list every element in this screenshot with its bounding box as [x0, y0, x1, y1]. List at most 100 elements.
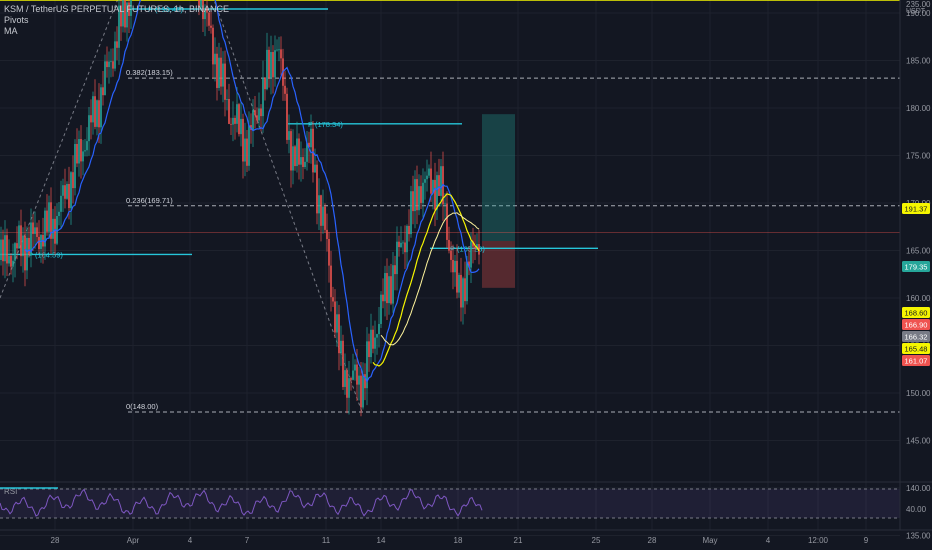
price-tag-label: 168.60 — [905, 309, 928, 318]
candle-body — [414, 179, 416, 212]
candle-body — [416, 179, 418, 211]
fibonacci-levels: 0.786(220.32)0.618(204.86)0.5(194.01)0.3… — [0, 0, 900, 413]
candle-body — [6, 235, 8, 264]
candle-body — [8, 255, 10, 264]
candle-body — [412, 191, 414, 212]
candle-body — [46, 210, 48, 232]
candle-body — [370, 329, 372, 358]
candle-body — [324, 206, 326, 230]
candle-body — [360, 375, 362, 408]
candle-body — [120, 5, 122, 27]
candle-body — [260, 108, 262, 117]
candle-body — [436, 175, 438, 210]
candle-body — [460, 274, 462, 308]
candle-body — [312, 128, 314, 173]
symbol-title[interactable]: KSM / TetherUS PERPETUAL FUTURES, 1h, BI… — [4, 4, 230, 14]
candle-body — [386, 273, 388, 304]
time-tick-label: 28 — [51, 536, 60, 545]
candle-body — [336, 314, 338, 333]
rsi-pane: RSI 40.00 — [0, 481, 932, 519]
candle-body — [96, 100, 98, 127]
candle-body — [390, 276, 392, 304]
price-tick-label: 135.00 — [906, 532, 931, 541]
chart-legend: KSM / TetherUS PERPETUAL FUTURES, 1h, BI… — [4, 4, 229, 37]
candle-body — [398, 241, 400, 248]
pivot-label: P (178.34) — [308, 120, 343, 129]
ma-indicator-label[interactable]: MA — [4, 26, 18, 36]
candle-body — [54, 218, 56, 244]
candle-body — [78, 139, 80, 164]
candle-body — [128, 2, 130, 16]
candle-body — [124, 0, 126, 28]
candle-body — [342, 340, 344, 387]
candle-body — [32, 222, 34, 234]
candle-body — [244, 138, 246, 162]
candle-body — [286, 93, 288, 140]
price-tag-label: 179.35 — [905, 263, 928, 272]
time-tick-label: 7 — [245, 536, 250, 545]
candle-body — [60, 195, 62, 212]
candle-body — [224, 63, 226, 100]
candle-body — [384, 273, 386, 302]
candle-body — [262, 77, 264, 117]
candle-body — [56, 216, 58, 244]
candle-body — [426, 175, 428, 180]
candle-body — [346, 370, 348, 398]
pivot-label: P (165.23) — [450, 244, 485, 253]
candle-body — [356, 364, 358, 385]
chart-grid — [0, 0, 900, 536]
candle-body — [20, 225, 22, 257]
candle-body — [450, 250, 452, 260]
time-tick-label: 25 — [592, 536, 601, 545]
price-tag: 191.37 — [902, 203, 930, 214]
candle-body — [432, 179, 434, 194]
candle-body — [424, 179, 426, 183]
candle-body — [88, 115, 90, 142]
candle-body — [358, 375, 360, 385]
time-tick-label: 14 — [377, 536, 386, 545]
candle-body — [322, 206, 324, 226]
candle-body — [314, 164, 316, 173]
candle-body — [24, 235, 26, 271]
candle-body — [444, 203, 446, 205]
candle-body — [100, 87, 102, 128]
price-tag-label: 166.90 — [905, 321, 928, 330]
candle-body — [446, 203, 448, 240]
candle-body — [318, 195, 320, 214]
candle-body — [380, 294, 382, 324]
candle-body — [232, 117, 234, 125]
candle-body — [210, 25, 212, 28]
rsi-band — [0, 489, 900, 518]
pivots-indicator-label[interactable]: Pivots — [4, 15, 29, 25]
candle-body — [274, 50, 276, 78]
candle-body — [310, 128, 312, 148]
price-tag-bg — [902, 203, 930, 214]
candle-body — [236, 104, 238, 124]
price-tag-label: 161.07 — [905, 357, 928, 366]
fib-trend-line — [0, 0, 119, 299]
ma-blue-line — [24, 0, 480, 383]
candle-body — [208, 12, 210, 26]
candle-body — [28, 237, 30, 256]
price-tick-label: 175.00 — [906, 152, 931, 161]
price-tag: 161.07 — [902, 355, 930, 366]
rsi-line — [0, 488, 483, 517]
price-tag-label: 165.48 — [905, 345, 928, 354]
candle-body — [12, 260, 14, 267]
candle-body — [428, 168, 430, 176]
candle-body — [202, 0, 204, 20]
candle-body — [366, 341, 368, 389]
candle-body — [438, 175, 440, 196]
candle-body — [230, 123, 232, 125]
candle-body — [264, 77, 266, 90]
candle-body — [300, 157, 302, 165]
candle-body — [304, 161, 306, 168]
candle-body — [4, 235, 6, 262]
candle-body — [104, 61, 106, 96]
candle-body — [350, 378, 352, 380]
candle-body — [48, 202, 50, 232]
time-axis[interactable]: 28 Apr 4 7 11 14 18 21 25 28 May 4 12:00 9 — [0, 529, 932, 545]
candle-body — [406, 225, 408, 253]
candle-body — [228, 98, 230, 124]
